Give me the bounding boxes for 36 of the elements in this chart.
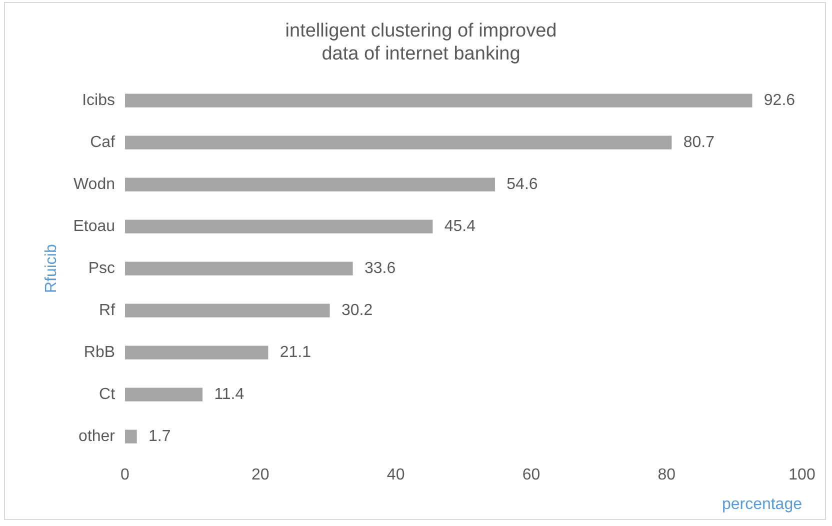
x-tick-label: 60 [522, 466, 540, 484]
data-label: 92.6 [764, 92, 796, 110]
y-tick-label: Caf [90, 134, 116, 152]
bar [125, 136, 672, 150]
bar [125, 304, 330, 318]
bar [125, 94, 752, 108]
data-label: 33.6 [364, 260, 396, 278]
data-label: 21.1 [280, 344, 312, 362]
y-axis-title: Rfuicib [43, 244, 60, 294]
bar [125, 430, 137, 444]
x-tick-label: 0 [120, 466, 130, 484]
bar [125, 220, 433, 234]
y-tick-label: RbB [84, 344, 116, 362]
x-tick-label: 40 [386, 466, 405, 484]
chart-title: intelligent clustering of improved data of internet banking [285, 20, 557, 64]
x-tick-label: 80 [658, 466, 676, 484]
y-tick-label: Wodn [73, 176, 116, 194]
y-tick-label: Ct [99, 386, 116, 404]
y-tick-label: Icibs [82, 92, 116, 110]
bar [125, 346, 268, 360]
y-tick-label: Rf [99, 302, 116, 320]
data-label: 45.4 [444, 218, 476, 236]
data-label: 1.7 [148, 428, 171, 446]
bar [125, 388, 203, 402]
y-tick-label: other [78, 428, 116, 446]
data-label: 30.2 [341, 302, 373, 320]
x-axis-title: percentage [722, 496, 802, 513]
y-tick-label: Etoau [73, 218, 116, 236]
data-label: 54.6 [506, 176, 538, 194]
bar [125, 262, 353, 276]
bar [125, 178, 495, 192]
x-tick-label: 100 [788, 466, 816, 484]
x-tick-label: 20 [252, 466, 270, 484]
y-tick-label: Psc [88, 260, 116, 278]
data-label: 80.7 [683, 134, 715, 152]
data-label: 11.4 [214, 386, 244, 404]
